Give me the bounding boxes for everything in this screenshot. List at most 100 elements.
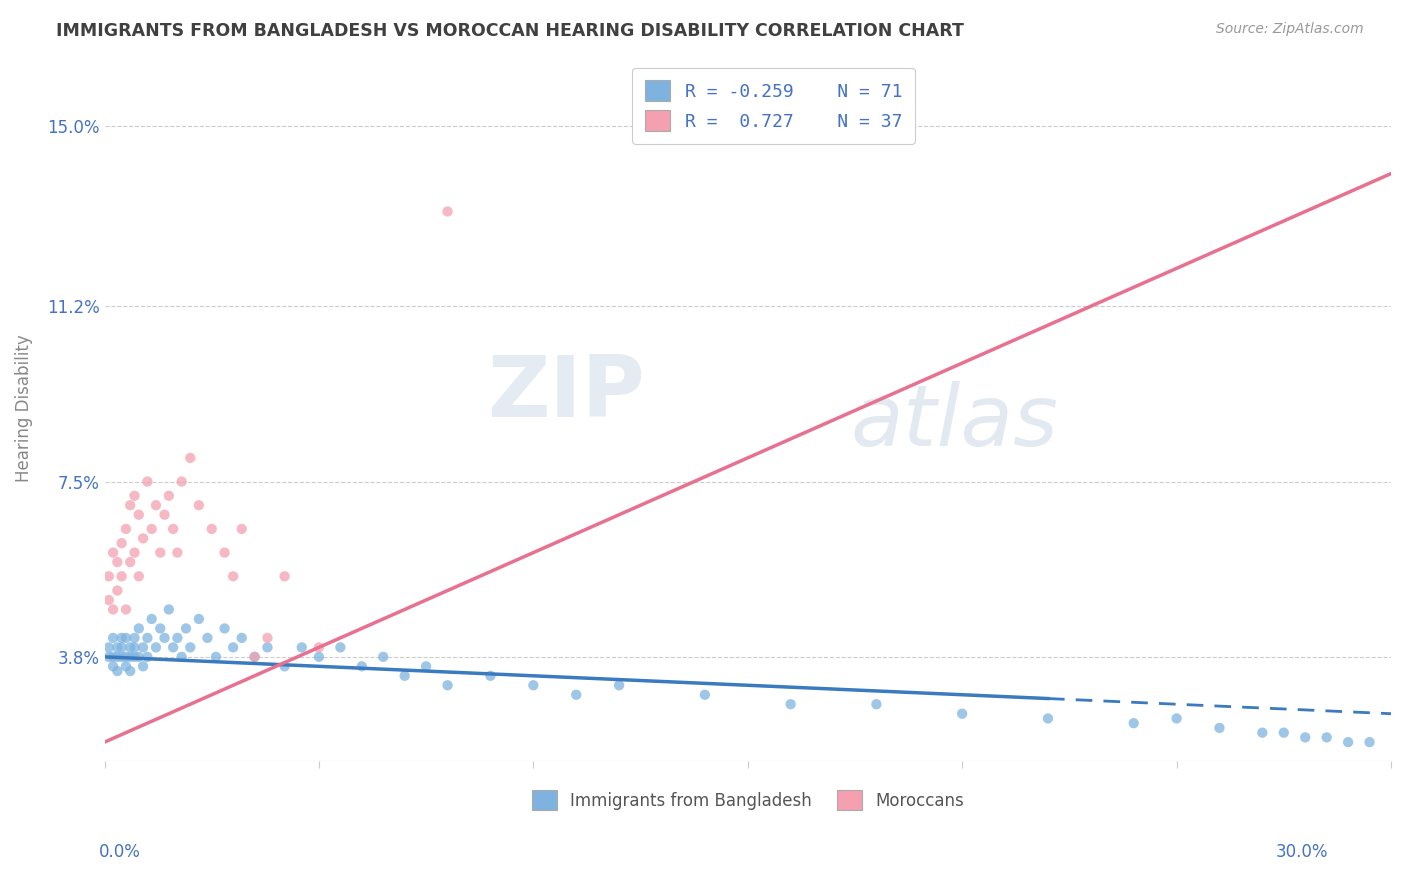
Point (256, 640, 278, 655)
Point (1208, 721, 1230, 735)
Point (308, 649, 330, 664)
Point (308, 640, 330, 655)
Point (124, 649, 146, 664)
Point (222, 569, 245, 583)
Point (132, 640, 155, 655)
Point (415, 659, 437, 673)
Point (115, 659, 138, 673)
Point (350, 659, 373, 673)
Point (128, 569, 150, 583)
Point (197, 631, 219, 645)
Point (120, 640, 142, 655)
Point (1294, 731, 1316, 745)
Point (1337, 735, 1360, 749)
Point (111, 649, 134, 664)
Point (115, 522, 138, 536)
Point (101, 659, 124, 673)
Point (115, 649, 138, 664)
Point (565, 688, 588, 702)
Point (1316, 731, 1339, 745)
Point (214, 622, 236, 636)
Point (145, 640, 167, 655)
Text: atlas: atlas (851, 381, 1059, 464)
Point (120, 555, 142, 569)
Point (124, 640, 146, 655)
Point (153, 631, 176, 645)
Point (1166, 711, 1188, 725)
Point (145, 498, 167, 512)
Text: 0.0%: 0.0% (98, 843, 141, 861)
Point (201, 522, 224, 536)
Point (394, 669, 416, 683)
Point (157, 602, 180, 616)
Y-axis label: Hearing Disability: Hearing Disability (15, 334, 32, 482)
Point (187, 498, 209, 512)
Point (174, 622, 197, 636)
Text: ZIP: ZIP (486, 352, 645, 435)
Point (214, 546, 236, 560)
Point (97, 640, 120, 655)
Point (132, 532, 155, 546)
Point (105, 664, 128, 678)
Point (329, 640, 352, 655)
Point (256, 631, 278, 645)
Point (124, 546, 146, 560)
Point (693, 688, 716, 702)
Point (373, 649, 395, 664)
Point (231, 522, 253, 536)
Point (120, 498, 142, 512)
Point (170, 475, 193, 489)
Point (97, 569, 120, 583)
Point (273, 659, 295, 673)
Point (187, 612, 209, 626)
Point (231, 631, 253, 645)
Point (479, 669, 502, 683)
Point (105, 640, 128, 655)
Point (522, 678, 544, 692)
Point (950, 706, 973, 721)
Point (105, 649, 128, 664)
Point (111, 631, 134, 645)
Point (1272, 725, 1295, 739)
Point (124, 631, 146, 645)
Point (205, 649, 228, 664)
Point (128, 622, 150, 636)
Legend: Immigrants from Bangladesh, Moroccans: Immigrants from Bangladesh, Moroccans (524, 784, 970, 816)
Point (105, 583, 128, 598)
Point (115, 631, 138, 645)
Point (1251, 725, 1274, 739)
Point (136, 649, 159, 664)
Point (607, 678, 630, 692)
Point (1036, 711, 1059, 725)
Text: IMMIGRANTS FROM BANGLADESH VS MOROCCAN HEARING DISABILITY CORRELATION CHART: IMMIGRANTS FROM BANGLADESH VS MOROCCAN H… (56, 22, 965, 40)
Point (111, 536, 134, 550)
Point (166, 631, 188, 645)
Point (132, 659, 155, 673)
Point (128, 649, 150, 664)
Point (105, 555, 128, 569)
Point (1122, 716, 1144, 731)
Point (157, 489, 180, 503)
Point (101, 546, 124, 560)
Point (149, 546, 172, 560)
Point (153, 508, 176, 522)
Point (141, 612, 163, 626)
Point (179, 450, 201, 465)
Point (111, 640, 134, 655)
Point (136, 631, 159, 645)
Point (97, 649, 120, 664)
Point (97, 593, 120, 607)
Point (1358, 735, 1381, 749)
Point (291, 640, 314, 655)
Point (101, 631, 124, 645)
Point (436, 204, 458, 219)
Point (149, 622, 172, 636)
Point (115, 602, 138, 616)
Point (162, 640, 184, 655)
Point (120, 664, 142, 678)
Point (101, 602, 124, 616)
Point (779, 697, 801, 711)
Point (136, 475, 159, 489)
Point (162, 522, 184, 536)
Point (170, 649, 193, 664)
